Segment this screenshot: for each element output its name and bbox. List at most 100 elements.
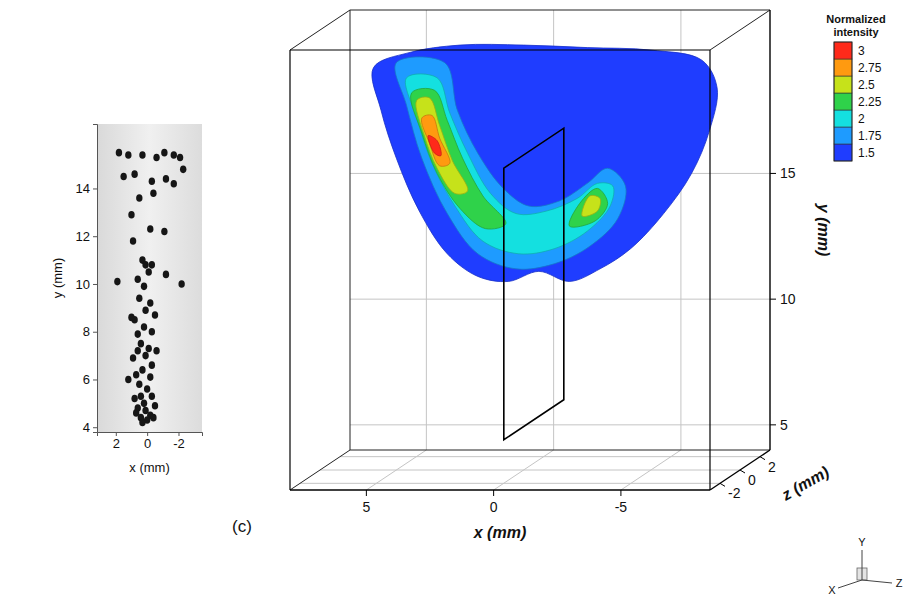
tick-label: -5: [615, 499, 628, 515]
colorbar-swatch: [834, 110, 852, 127]
colorbar: 1.51.7522.252.52.753Normalizedintensity: [826, 13, 885, 161]
x-axis: 2 0 -2: [98, 432, 203, 451]
particle: [150, 189, 156, 197]
triad-label: Z: [896, 577, 903, 589]
grid-line: [320, 470, 740, 471]
tick-label: 14: [76, 181, 90, 196]
particle: [142, 306, 148, 314]
particle: [163, 175, 169, 183]
tick-mark: [93, 427, 97, 428]
tick: -2: [173, 432, 185, 451]
colorbar-tick-label: 3: [858, 44, 865, 58]
tick-label: 8: [83, 324, 90, 339]
particle: [136, 194, 142, 202]
colorbar-swatch: [834, 59, 852, 76]
tick-label: 15: [780, 165, 796, 181]
x-axis-line: [290, 489, 710, 490]
particle: [161, 228, 167, 236]
iso-band: [411, 88, 506, 229]
particle: [149, 361, 155, 369]
tick-mark: [93, 284, 97, 285]
particle: [141, 400, 147, 408]
iso-band: [569, 188, 608, 227]
tick-mark: [93, 188, 97, 189]
particle: [125, 376, 131, 384]
particle: [180, 166, 186, 174]
slice-plane: [504, 128, 564, 440]
triad-axis: [862, 580, 892, 583]
particle: [136, 380, 142, 388]
tick-label: 5: [780, 417, 788, 433]
particle: [163, 271, 169, 279]
particle: [128, 211, 134, 219]
triad-label: X: [828, 584, 836, 596]
tick: 12: [76, 229, 97, 244]
particle: [178, 280, 184, 288]
tick-label: -2: [728, 485, 741, 501]
particle: [177, 154, 183, 162]
tick-label: -2: [173, 436, 185, 451]
tick-mark: [93, 332, 97, 333]
particle: [131, 395, 137, 403]
colorbar-swatch: [834, 127, 852, 144]
tick: 2: [113, 432, 120, 451]
figure: 20-2468101214x (mm)y (mm)50-55101520-2x …: [0, 0, 915, 605]
particle: [149, 328, 155, 336]
triad-axis: [838, 580, 862, 588]
particle: [152, 402, 158, 410]
particle: [147, 225, 153, 233]
particle: [152, 311, 158, 319]
particle: [161, 149, 167, 157]
triad-axis: [862, 550, 863, 580]
particle: [150, 414, 156, 422]
particle: [138, 340, 144, 348]
grid-line: [350, 299, 770, 300]
tick-label: 12: [76, 229, 90, 244]
canvas-svg: 20-2468101214x (mm)y (mm)50-55101520-2x …: [0, 0, 915, 605]
tick-mark: [620, 490, 621, 496]
tick-mark: [770, 299, 776, 300]
particle: [125, 151, 131, 159]
colorbar-tick-label: 2: [858, 112, 865, 126]
particle: [139, 151, 145, 159]
particle: [171, 180, 177, 188]
particle: [149, 392, 155, 400]
surface: [372, 44, 718, 439]
particle: [120, 173, 126, 181]
colorbar-tick-label: 2.25: [858, 95, 882, 109]
colorbar-swatch: [834, 144, 852, 161]
axis-title: y (mm): [50, 258, 65, 298]
particle: [130, 237, 136, 245]
tick-label: 10: [76, 277, 90, 292]
colorbar-swatch: [834, 42, 852, 59]
particle: [135, 275, 141, 283]
box-edge: [290, 49, 710, 50]
particle: [142, 261, 148, 269]
particle: [130, 354, 136, 362]
box-edge: [290, 450, 350, 490]
tick-mark: [740, 470, 745, 473]
ticks-3d: 50-55101520-2: [362, 165, 795, 515]
box-edge: [709, 50, 710, 490]
iso-band: [428, 135, 441, 155]
box-front: [290, 10, 770, 490]
tick: 14: [76, 181, 97, 196]
triad-label: Y: [858, 536, 866, 548]
z-axis-line: [710, 450, 770, 490]
particle: [136, 294, 142, 302]
iso-band: [416, 97, 468, 194]
colorbar-tick-label: 2.75: [858, 61, 882, 75]
particle: [149, 261, 155, 269]
tick-mark: [760, 457, 765, 460]
colorbar-tick-label: 1.75: [858, 129, 882, 143]
particle: [128, 314, 134, 322]
particle: [114, 278, 120, 286]
particle: [142, 352, 148, 360]
box-edge: [350, 10, 351, 450]
colorbar-title: Normalizedintensity: [826, 13, 885, 38]
tick-label: 0: [490, 499, 498, 515]
tick-mark: [720, 483, 725, 486]
tick: 0: [144, 432, 151, 451]
particle: [141, 323, 147, 331]
tick-mark: [770, 173, 776, 174]
